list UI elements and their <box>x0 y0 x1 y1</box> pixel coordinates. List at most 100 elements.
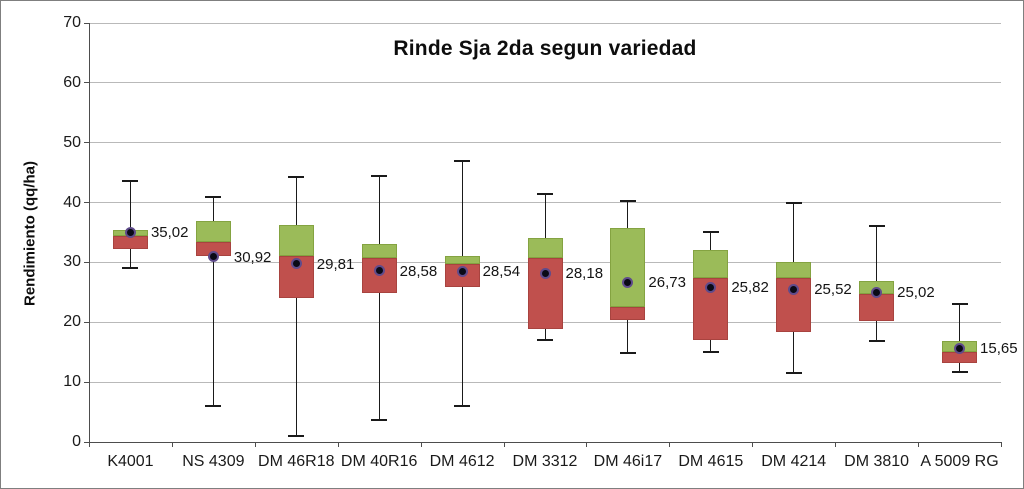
mean-marker <box>539 267 551 279</box>
mean-marker <box>705 281 717 293</box>
box-lower-quartile <box>527 258 563 329</box>
whisker-line <box>129 181 131 268</box>
box-upper-quartile <box>610 227 646 307</box>
whisker-line <box>959 304 961 372</box>
mean-value-label: 28,58 <box>399 262 438 280</box>
y-tick-label: 10 <box>63 373 81 391</box>
whisker-cap-bottom <box>702 350 719 353</box>
x-category-label: NS 4309 <box>182 453 245 470</box>
y-tick <box>84 22 89 24</box>
y-axis-title: Rendimiento (qq/ha) <box>21 161 39 306</box>
y-tick <box>84 202 89 204</box>
y-gridline <box>89 22 1001 24</box>
whisker-cap-bottom <box>785 372 802 375</box>
mean-value-label: 28,54 <box>482 263 521 281</box>
mean-value-label: 26,73 <box>648 274 686 291</box>
box-upper-quartile <box>776 262 812 278</box>
mean-value-label: 15,65 <box>980 340 1018 358</box>
mean-marker <box>124 226 136 238</box>
y-axis-line <box>89 23 90 442</box>
x-category-label: DM 40R16 <box>340 453 418 470</box>
x-category-label: DM 4612 <box>429 453 495 470</box>
y-tick <box>84 381 89 383</box>
whisker-cap-top <box>951 303 968 306</box>
x-tick <box>1001 442 1002 447</box>
box-lower-quartile <box>112 236 148 249</box>
x-tick <box>835 442 837 447</box>
mean-value-label: 25,82 <box>731 279 769 297</box>
whisker-cap-top <box>454 159 471 162</box>
y-tick-label: 70 <box>63 14 81 31</box>
y-tick-label: 30 <box>63 253 81 271</box>
x-category-label: A 5009 RG <box>920 453 999 470</box>
y-tick-label: 20 <box>63 313 81 331</box>
mean-value-label: 30,92 <box>233 248 272 266</box>
x-axis-line <box>89 442 1001 443</box>
mean-value-label: 28,18 <box>565 265 604 283</box>
whisker-cap-top <box>619 200 636 203</box>
mean-marker <box>456 265 468 277</box>
x-tick <box>254 442 256 447</box>
whisker-cap-bottom <box>454 405 471 408</box>
x-category-label: DM 4615 <box>678 453 744 470</box>
chart-title: Rinde Sja 2da segun variedad <box>393 37 697 60</box>
x-tick <box>420 442 422 447</box>
y-tick-label: 0 <box>72 433 81 450</box>
mean-marker <box>954 342 966 354</box>
y-tick <box>84 142 89 144</box>
mean-marker <box>788 283 800 295</box>
y-gridline <box>89 82 1001 84</box>
whisker-cap-bottom <box>868 340 885 343</box>
whisker-cap-bottom <box>537 338 553 341</box>
x-tick <box>171 442 173 447</box>
mean-marker <box>373 265 385 277</box>
y-tick <box>84 82 89 84</box>
mean-marker <box>290 258 302 270</box>
box-upper-quartile <box>278 225 314 256</box>
x-tick <box>586 442 588 447</box>
box-upper-quartile <box>444 256 480 264</box>
mean-value-label: 29,81 <box>316 255 355 273</box>
whisker-cap-bottom <box>122 266 139 269</box>
mean-marker <box>871 286 883 298</box>
mean-marker <box>622 276 634 288</box>
box-upper-quartile <box>195 220 231 243</box>
y-tick <box>84 321 89 323</box>
x-category-label: DM 3312 <box>512 453 578 470</box>
x-category-label: DM 46i17 <box>593 453 663 470</box>
whisker-line <box>212 196 214 407</box>
whisker-cap-top <box>785 201 802 204</box>
whisker-cap-top <box>868 224 885 227</box>
y-tick-label: 60 <box>63 73 81 91</box>
box-upper-quartile <box>693 250 729 278</box>
whisker-cap-bottom <box>951 370 968 373</box>
whisker-line <box>295 176 297 436</box>
y-tick <box>84 441 89 443</box>
box-lower-quartile <box>610 306 646 321</box>
x-tick <box>669 442 671 447</box>
y-gridline <box>89 381 1001 383</box>
y-tick <box>84 261 89 263</box>
x-tick <box>503 442 505 447</box>
x-category-label: DM 46R18 <box>258 453 335 470</box>
mean-marker <box>207 251 219 263</box>
x-tick <box>918 442 920 447</box>
x-category-label: K4001 <box>107 453 154 470</box>
x-category-label: DM 4214 <box>761 453 827 470</box>
box-upper-quartile <box>361 244 397 259</box>
y-tick-label: 40 <box>63 193 81 211</box>
whisker-cap-top <box>288 175 305 178</box>
x-tick <box>337 442 339 447</box>
whisker-cap-top <box>122 180 139 183</box>
whisker-cap-top <box>702 230 719 233</box>
y-tick-label: 50 <box>63 133 81 151</box>
whisker-cap-top <box>205 195 222 198</box>
whisker-cap-top <box>371 175 388 178</box>
whisker-line <box>378 176 380 420</box>
x-tick <box>752 442 754 447</box>
whisker-cap-bottom <box>371 418 388 421</box>
box-upper-quartile <box>527 238 563 259</box>
whisker-cap-bottom <box>619 351 636 354</box>
whisker-cap-bottom <box>288 435 305 437</box>
